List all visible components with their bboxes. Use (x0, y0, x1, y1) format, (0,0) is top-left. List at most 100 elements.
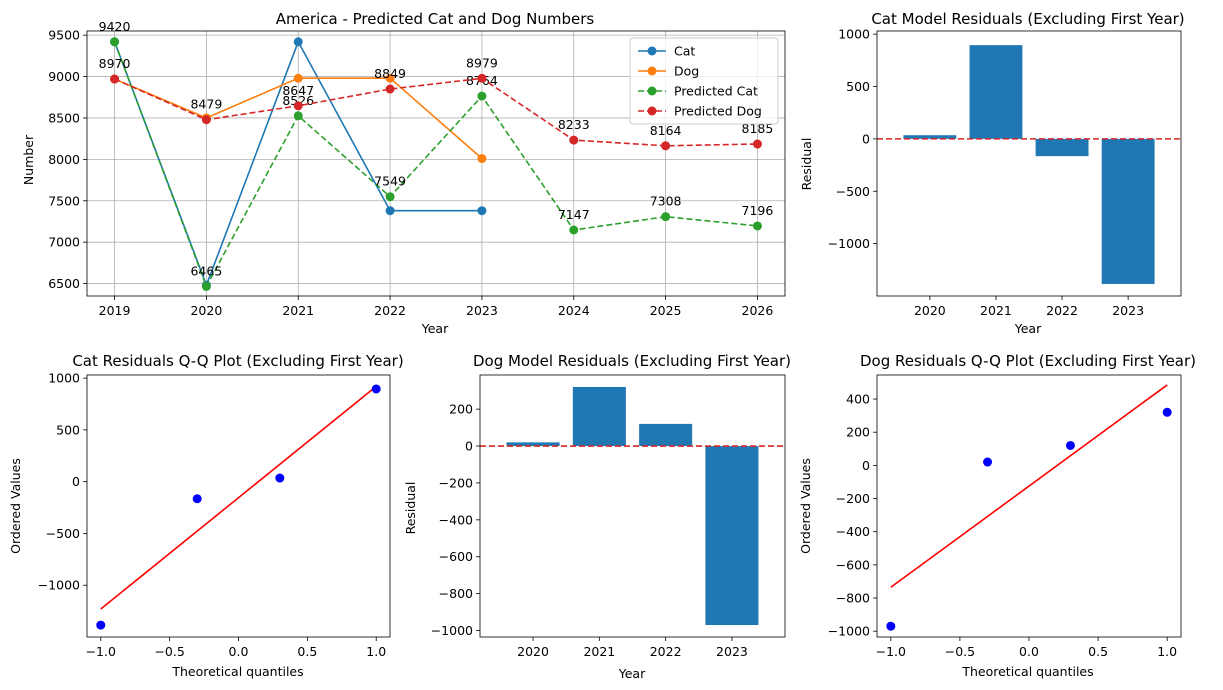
dog-qq-frame (876, 374, 1182, 638)
dog-residuals-ytick-label: −600 (439, 549, 473, 564)
cat-qq-ytick-label: 1000 (48, 371, 80, 386)
dog-residuals-ylabel: Residual (403, 482, 418, 535)
series-point-predicted-dog (385, 84, 395, 94)
legend-marker-predicted-dog (647, 106, 657, 116)
main-chart-ylabel: Number (21, 134, 36, 185)
cat-residuals-xlabel: Year (1014, 321, 1042, 336)
dog-qq-xlabel: Theoretical quantiles (961, 664, 1093, 679)
main-xtick-label: 2025 (650, 303, 682, 318)
dog-qq-point (1162, 407, 1172, 417)
data-label-predicted-dog: 8185 (742, 121, 774, 136)
dog-residuals-xtick-label: 2021 (583, 644, 615, 659)
cat-qq-ytick-label: 500 (56, 422, 80, 437)
series-point-dog (477, 154, 487, 164)
dog-qq-point (886, 621, 896, 631)
cat-residuals-xtick-label: 2021 (980, 303, 1012, 318)
cat-residuals-ytick-label: 500 (846, 79, 870, 94)
cat-residuals-xtick-label: 2022 (1046, 303, 1078, 318)
data-label-predicted-dog: 8970 (99, 56, 131, 71)
main-ytick-label: 9000 (48, 69, 80, 84)
dog-qq-ytick-label: −600 (836, 557, 870, 572)
dog-residuals-ytick-label: −400 (439, 512, 473, 527)
main-chart-plot-area: 6500 7000 7500 8000 8500 9000 9500 2019 2020 2021… (48, 19, 786, 318)
cat-residuals-xtick-label: 2020 (914, 303, 946, 318)
dog-residuals-bar (705, 446, 759, 626)
main-ytick-label: 9500 (48, 28, 80, 43)
cat-qq-xtick-label: −1.0 (86, 644, 116, 659)
series-point-predicted-cat (110, 37, 120, 47)
dog-residuals-title: Dog Model Residuals (Excluding First Yea… (473, 352, 791, 370)
dog-qq-xtick-label: 0.5 (1088, 644, 1108, 659)
dog-qq-ytick-label: −1000 (828, 624, 870, 639)
series-point-cat (385, 206, 395, 216)
dog-qq-chart: Dog Residuals Q-Q Plot (Excluding First … (798, 352, 1196, 679)
series-point-predicted-dog (569, 135, 579, 145)
dog-residuals-xtick-label: 2023 (716, 644, 748, 659)
main-xtick-label: 2022 (374, 303, 406, 318)
cat-qq-xtick-label: 1.0 (366, 644, 386, 659)
dog-qq-ytick-label: 0 (862, 458, 870, 473)
main-ytick-label: 8000 (48, 152, 80, 167)
series-point-predicted-cat (477, 91, 487, 101)
series-point-dog (293, 73, 303, 83)
data-label-predicted-dog: 8647 (282, 83, 314, 98)
cat-residuals-bar (1101, 138, 1155, 284)
series-point-predicted-cat (752, 221, 762, 231)
data-label-predicted-cat: 6465 (190, 263, 222, 278)
cat-residuals-ylabel: Residual (799, 138, 814, 191)
series-point-predicted-dog (661, 141, 671, 151)
dog-residuals-ytick-label: −200 (439, 475, 473, 490)
series-point-predicted-cat (661, 212, 671, 222)
series-point-predicted-cat (201, 281, 211, 291)
dog-qq-xtick-label: −0.5 (945, 644, 975, 659)
cat-qq-point (192, 494, 202, 504)
data-label-predicted-dog: 8233 (558, 117, 590, 132)
main-xtick-label: 2019 (99, 303, 131, 318)
dog-residuals-bar (639, 423, 693, 447)
main-ytick-label: 8500 (48, 110, 80, 125)
series-point-predicted-dog (201, 115, 211, 125)
dog-residuals-plot-area: −1000 −800 −600 −400 −200 0 200 2020 2021 2022 202… (431, 374, 786, 659)
cat-residuals-ytick-label: −500 (836, 184, 870, 199)
dog-qq-title: Dog Residuals Q-Q Plot (Excluding First … (860, 352, 1196, 370)
cat-residuals-frame (876, 30, 1182, 297)
main-xtick-label: 2026 (742, 303, 774, 318)
series-point-predicted-dog (293, 101, 303, 111)
main-ytick-label: 7500 (48, 193, 80, 208)
cat-qq-xtick-label: 0.0 (229, 644, 249, 659)
series-point-predicted-cat (293, 111, 303, 121)
dog-residuals-xtick-label: 2022 (650, 644, 682, 659)
cat-qq-point (96, 620, 106, 630)
dog-residuals-ytick-label: −800 (439, 586, 473, 601)
legend-label-dog: Dog (674, 64, 699, 79)
cat-residuals-ytick-label: 1000 (838, 27, 870, 42)
cat-residuals-bar (903, 135, 957, 139)
cat-qq-point (371, 384, 381, 394)
cat-qq-fit-line (100, 385, 377, 610)
data-label-predicted-cat: 7549 (374, 174, 406, 189)
cat-residuals-ytick-label: −1000 (828, 236, 870, 251)
dog-residuals-xtick-label: 2020 (517, 644, 549, 659)
cat-residuals-ytick-label: 0 (862, 131, 870, 146)
legend-marker-cat (647, 46, 657, 56)
data-label-predicted-cat: 7308 (650, 194, 682, 209)
main-frame (86, 30, 786, 297)
cat-residuals-chart: Cat Model Residuals (Excluding First Yea… (799, 10, 1185, 336)
series-line-predicted-cat (113, 41, 758, 289)
legend-label-cat: Cat (674, 44, 695, 59)
cat-qq-xtick-label: −0.5 (154, 644, 184, 659)
dog-qq-xtick-label: −1.0 (876, 644, 906, 659)
dog-qq-ytick-label: 200 (846, 425, 870, 440)
main-chart-xlabel: Year (421, 321, 449, 336)
cat-residuals-xtick-label: 2023 (1112, 303, 1144, 318)
dog-qq-ytick-label: −200 (836, 491, 870, 506)
cat-qq-ylabel: Ordered Values (8, 458, 23, 554)
dog-residuals-ytick-label: −1000 (431, 623, 473, 638)
series-point-cat (293, 37, 303, 47)
legend-label-predicted-cat: Predicted Cat (674, 84, 758, 99)
series-point-cat (477, 206, 487, 216)
dog-qq-point (983, 457, 993, 467)
main-xtick-label: 2024 (558, 303, 590, 318)
cat-qq-ytick-label: −500 (46, 526, 80, 541)
